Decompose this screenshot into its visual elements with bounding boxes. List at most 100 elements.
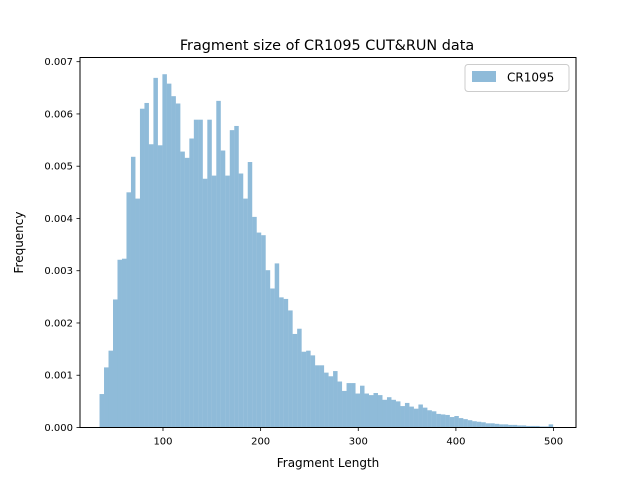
x-tick-label: 200 [251, 437, 270, 448]
histogram-bar [193, 119, 199, 428]
histogram-bar [360, 385, 365, 428]
histogram-bar [422, 407, 428, 428]
histogram-bar [404, 402, 410, 428]
histogram-bar [454, 416, 459, 428]
histogram-bar [427, 410, 432, 428]
histogram-bar [117, 259, 122, 428]
histogram-bar [153, 77, 158, 428]
histogram-bar [449, 417, 455, 428]
histogram-bar [261, 235, 266, 428]
histogram-bar [342, 390, 347, 428]
histogram-bar [418, 404, 423, 428]
histogram-bar [508, 424, 513, 428]
histogram-bar [400, 406, 405, 428]
x-axis-label: Fragment Length [277, 456, 380, 470]
histogram-bar [445, 414, 450, 428]
histogram-bar [297, 328, 302, 428]
histogram-bar [274, 263, 280, 428]
histogram-bar [265, 270, 271, 428]
histogram-bar [463, 419, 468, 428]
histogram-bar [481, 422, 486, 428]
histogram-bar [319, 365, 325, 428]
histogram-bar [382, 399, 387, 428]
histogram-bar [166, 83, 172, 428]
histogram-bar [458, 418, 464, 428]
histogram-bar [229, 130, 235, 428]
axes-frame [79, 57, 577, 428]
legend-swatch-cr1095 [472, 71, 496, 82]
histogram-bar [148, 144, 154, 428]
y-tick-label: 0.002 [44, 318, 73, 329]
y-tick-label: 0.001 [44, 371, 73, 382]
histogram-bar [499, 424, 504, 428]
histogram-bar [328, 376, 334, 428]
histogram-bar [171, 96, 176, 428]
histogram-bar [503, 424, 509, 428]
histogram-bar [485, 423, 491, 428]
histogram-bar [108, 350, 114, 428]
histogram-bar [184, 157, 190, 428]
histogram-bar [113, 299, 118, 428]
histogram-bar [395, 401, 401, 428]
histogram-bar [306, 350, 311, 428]
histogram-bar [292, 333, 298, 428]
histogram-bar [431, 411, 437, 428]
histogram-bar [364, 393, 370, 428]
y-axis-label: Frequency [12, 212, 26, 274]
histogram-bar [373, 393, 378, 428]
histogram-bar [310, 355, 316, 428]
bars-group [99, 74, 554, 428]
histogram-bar [494, 423, 500, 428]
histogram-bar [324, 372, 329, 428]
histogram-bar [216, 100, 221, 428]
histogram-bar [225, 175, 230, 428]
y-tick-label: 0.007 [44, 57, 73, 68]
histogram-bar [288, 310, 293, 428]
histogram-bar [256, 232, 262, 428]
histogram-bar [337, 381, 343, 428]
histogram-bar [279, 297, 284, 428]
histogram-bar [521, 425, 527, 428]
histogram-bar [544, 426, 549, 428]
histogram-bar [202, 178, 208, 428]
x-tick-label: 100 [153, 437, 172, 448]
histogram-bar [346, 383, 352, 428]
chart-title: Fragment size of CR1095 CUT&RUN data [180, 38, 474, 54]
histogram-bar [247, 162, 253, 428]
histogram-bar [238, 173, 244, 428]
histogram-bar [476, 421, 482, 428]
histogram-bar [189, 138, 194, 428]
y-tick-label: 0.003 [44, 266, 73, 277]
histogram-bar [180, 151, 185, 428]
histogram-bar [548, 424, 554, 428]
histogram-bar [207, 119, 212, 428]
histogram-bar [175, 103, 181, 428]
histogram-bar [377, 395, 383, 428]
legend: CR1095 [464, 64, 570, 92]
y-tick-label: 0.004 [44, 214, 73, 225]
histogram-bar [162, 74, 167, 428]
histogram-bar [126, 192, 131, 428]
histogram-bar [355, 393, 361, 428]
histogram-bar [99, 394, 105, 428]
y-tick-label: 0.006 [44, 109, 73, 120]
histogram-bar [333, 371, 338, 428]
histogram-bar [526, 425, 531, 428]
histogram-bar [490, 423, 495, 428]
histogram-bar [121, 258, 127, 428]
histogram-bar [440, 414, 446, 428]
histogram-bar [351, 383, 356, 428]
histogram-bar [391, 399, 396, 428]
histogram-bar [211, 175, 217, 428]
histogram-bar [243, 198, 248, 428]
y-tick-label: 0.000 [44, 423, 73, 434]
histogram-bar [301, 351, 307, 428]
histogram-bar [409, 406, 414, 428]
histogram-bar [472, 421, 477, 428]
histogram-bar [517, 425, 522, 428]
histogram-bar [157, 145, 163, 428]
histogram-bar [512, 424, 518, 428]
histogram-bar [283, 298, 289, 428]
x-tick-label: 500 [544, 437, 563, 448]
